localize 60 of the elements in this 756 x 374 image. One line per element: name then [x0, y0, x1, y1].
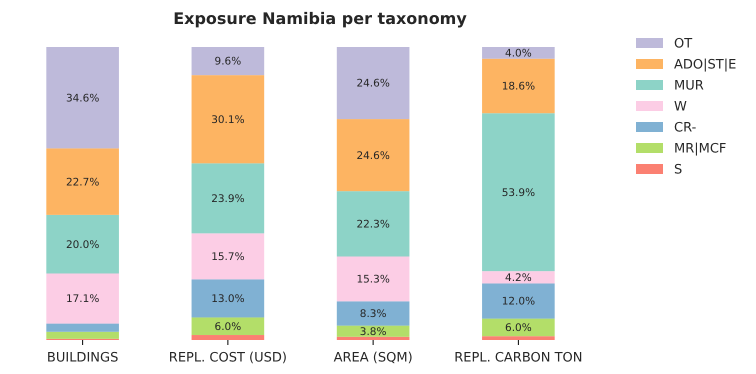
data-label: 22.7% [66, 176, 100, 188]
data-label: 24.6% [356, 150, 390, 162]
data-label: 18.6% [502, 80, 536, 93]
data-label: 13.0% [211, 293, 245, 306]
bar [336, 326, 410, 337]
bar [482, 336, 555, 340]
legend-label: MR|MCF [674, 142, 726, 157]
bar [336, 256, 410, 302]
data-label: 30.1% [211, 114, 245, 126]
bar [482, 283, 555, 319]
legend-label: MUR [674, 78, 704, 94]
data-label: 4.2% [505, 272, 532, 284]
chart-title: Exposure Namibia per taxonomy [173, 9, 468, 28]
data-label: 15.7% [211, 251, 245, 264]
bar [192, 233, 264, 280]
bar [336, 119, 410, 192]
bar [46, 47, 119, 148]
x-tick-label: REPL. COST (USD) [168, 350, 287, 366]
bar [482, 58, 555, 114]
legend-label: OT [674, 36, 692, 52]
data-label: 6.0% [505, 322, 532, 334]
data-label: 9.6% [214, 56, 242, 68]
legend-label: ADO|ST|E [674, 58, 736, 73]
bar [46, 214, 119, 274]
bar [336, 336, 410, 340]
bar [192, 47, 264, 76]
data-label: 20.0% [66, 238, 100, 251]
data-label: 23.9% [211, 193, 245, 206]
data-label: 24.6% [356, 78, 390, 90]
bar [46, 273, 119, 324]
bar [192, 163, 264, 234]
bar [336, 191, 410, 256]
data-label: 6.0% [214, 320, 242, 333]
legend-label: W [674, 100, 687, 115]
x-tick-label: AREA (SQM) [334, 350, 413, 366]
data-label: 4.0% [505, 48, 532, 60]
data-label: 17.1% [66, 293, 100, 306]
bar [336, 47, 410, 120]
bar [192, 75, 264, 164]
x-tick-label: BUILDINGS [46, 350, 118, 366]
data-label: 15.3% [356, 274, 390, 286]
bar [192, 279, 264, 318]
bar [192, 335, 264, 340]
legend-label: CR- [674, 120, 697, 136]
data-label: 8.3% [360, 308, 386, 320]
bar [46, 332, 119, 339]
data-label: 12.0% [502, 296, 536, 308]
data-label: 3.8% [360, 326, 386, 338]
bar [336, 301, 410, 326]
x-tick-label: REPL. CARBON TON [454, 350, 583, 366]
bar [46, 324, 119, 332]
legend-label: S [674, 162, 682, 178]
data-label: 22.3% [356, 218, 390, 230]
bar [482, 113, 555, 272]
bar [192, 317, 264, 336]
data-label: 53.9% [502, 186, 536, 199]
data-label: 34.6% [66, 92, 100, 104]
bar [482, 271, 555, 284]
bar [46, 148, 119, 215]
bar [482, 318, 555, 336]
